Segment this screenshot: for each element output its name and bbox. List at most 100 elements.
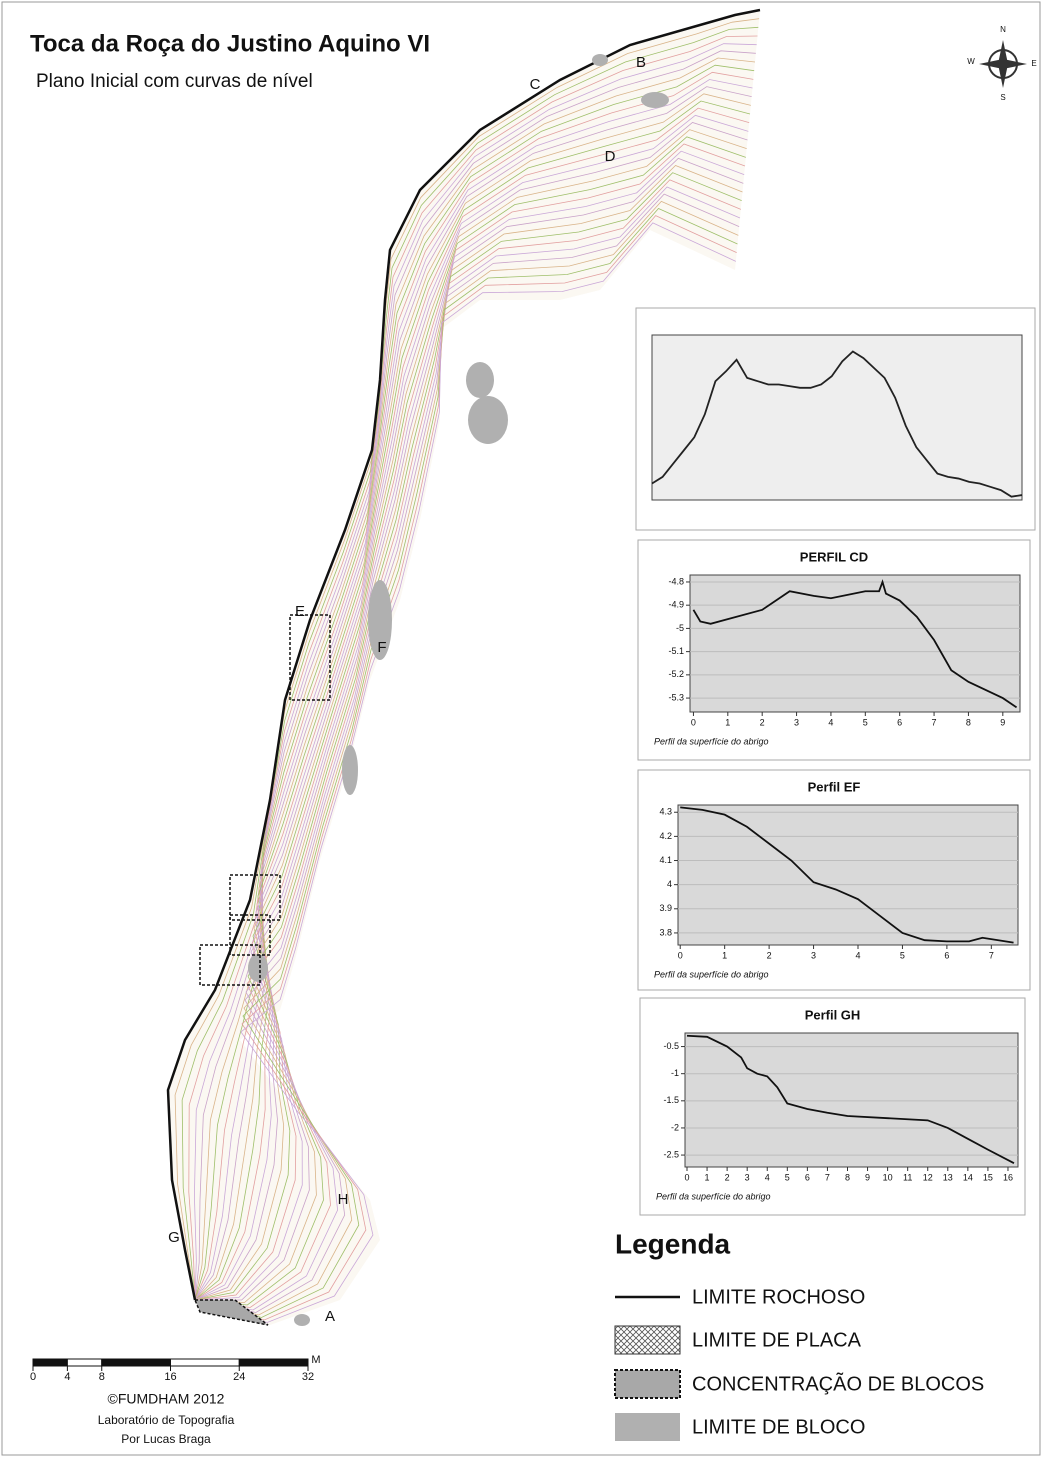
map-label: A — [325, 1308, 335, 1325]
x-tick-label: 12 — [923, 1172, 933, 1182]
title: Toca da Roça do Justino Aquino VI — [30, 30, 430, 57]
x-tick-label: 6 — [944, 950, 949, 960]
x-tick-label: 3 — [745, 1172, 750, 1182]
scale-segment — [33, 1359, 67, 1366]
x-tick-label: 8 — [966, 717, 971, 727]
scale-label: 4 — [64, 1371, 70, 1383]
map-label: C — [530, 76, 541, 93]
x-tick-label: 7 — [825, 1172, 830, 1182]
legend-item: LIMITE DE PLACA — [692, 1329, 862, 1351]
x-tick-label: 8 — [845, 1172, 850, 1182]
map-label: H — [338, 1191, 349, 1208]
credit: Laboratório de Topografia — [98, 1413, 235, 1427]
block — [342, 745, 358, 795]
scale-segment — [67, 1359, 101, 1366]
x-tick-label: 9 — [865, 1172, 870, 1182]
legend-swatch — [615, 1326, 680, 1354]
chart-title: Perfil GH — [805, 1007, 861, 1022]
scale-unit: M — [311, 1354, 320, 1366]
block — [294, 1314, 310, 1326]
legend-swatch — [615, 1413, 680, 1441]
scale-label: 8 — [99, 1371, 105, 1383]
map-label: E — [295, 603, 305, 620]
y-tick-label: -1.5 — [663, 1095, 679, 1105]
compass-n: N — [1000, 25, 1006, 34]
x-tick-label: 0 — [678, 950, 683, 960]
y-tick-label: -4.8 — [668, 576, 684, 586]
y-tick-label: -2.5 — [663, 1149, 679, 1159]
x-tick-label: 3 — [811, 950, 816, 960]
scale-segment — [171, 1359, 240, 1366]
scale-label: 0 — [30, 1371, 36, 1383]
x-tick-label: 10 — [883, 1172, 893, 1182]
compass-s: S — [1000, 93, 1005, 102]
block — [641, 92, 669, 108]
x-tick-label: 13 — [943, 1172, 953, 1182]
y-tick-label: -5.1 — [668, 646, 684, 656]
x-axis-label: Perfil da superfície do abrigo — [654, 736, 769, 746]
x-tick-label: 0 — [691, 717, 696, 727]
x-tick-label: 6 — [897, 717, 902, 727]
compass-e: E — [1031, 59, 1036, 68]
x-tick-label: 6 — [805, 1172, 810, 1182]
x-axis-label: Perfil da superfície do abrigo — [656, 1191, 771, 1201]
x-tick-label: 4 — [828, 717, 833, 727]
x-tick-label: 1 — [705, 1172, 710, 1182]
compass-w: W — [967, 57, 975, 66]
x-tick-label: 7 — [932, 717, 937, 727]
x-tick-label: 5 — [785, 1172, 790, 1182]
legend-item: LIMITE DE BLOCO — [692, 1416, 865, 1438]
y-tick-label: -1 — [671, 1068, 679, 1078]
block — [248, 954, 268, 982]
y-tick-label: -5.2 — [668, 669, 684, 679]
x-tick-label: 11 — [903, 1172, 912, 1182]
x-tick-label: 2 — [725, 1172, 730, 1182]
map-label: G — [168, 1229, 180, 1246]
block — [468, 396, 508, 444]
y-tick-label: 4.2 — [659, 831, 672, 841]
block — [592, 54, 608, 66]
legend-item: CONCENTRAÇÃO DE BLOCOS — [692, 1371, 984, 1395]
scale-segment — [102, 1359, 171, 1366]
legend-item: LIMITE ROCHOSO — [692, 1286, 865, 1308]
credit: ©FUMDHAM 2012 — [108, 1391, 225, 1407]
y-tick-label: -4.9 — [668, 600, 684, 610]
map-label: B — [636, 54, 646, 71]
credit: Por Lucas Braga — [121, 1432, 211, 1446]
x-tick-label: 1 — [722, 950, 727, 960]
x-tick-label: 16 — [1003, 1172, 1013, 1182]
x-tick-label: 4 — [765, 1172, 770, 1182]
map-label: D — [605, 148, 616, 165]
x-axis-label: Perfil da superfície do abrigo — [654, 969, 769, 979]
x-tick-label: 4 — [855, 950, 860, 960]
y-tick-label: 3.8 — [659, 927, 672, 937]
y-tick-label: -0.5 — [663, 1041, 679, 1051]
x-tick-label: 9 — [1000, 717, 1005, 727]
x-tick-label: 2 — [760, 717, 765, 727]
x-tick-label: 0 — [684, 1172, 689, 1182]
x-tick-label: 15 — [983, 1172, 993, 1182]
legend-title: Legenda — [615, 1228, 731, 1259]
scale-label: 16 — [164, 1371, 176, 1383]
map-label: F — [377, 639, 386, 656]
x-tick-label: 7 — [989, 950, 994, 960]
x-tick-label: 5 — [900, 950, 905, 960]
x-tick-label: 3 — [794, 717, 799, 727]
x-tick-label: 14 — [963, 1172, 973, 1182]
x-tick-label: 5 — [863, 717, 868, 727]
chart-title: Perfil EF — [808, 779, 861, 794]
x-tick-label: 2 — [767, 950, 772, 960]
y-tick-label: -5 — [676, 623, 684, 633]
block — [466, 362, 494, 398]
y-tick-label: 4 — [667, 879, 672, 889]
x-tick-label: 1 — [725, 717, 730, 727]
legend-swatch — [615, 1370, 680, 1398]
y-tick-label: 4.1 — [659, 855, 672, 865]
y-tick-label: -5.3 — [668, 692, 684, 702]
y-tick-label: -2 — [671, 1122, 679, 1132]
subtitle: Plano Inicial com curvas de nível — [36, 71, 313, 92]
y-tick-label: 4.3 — [659, 807, 672, 817]
